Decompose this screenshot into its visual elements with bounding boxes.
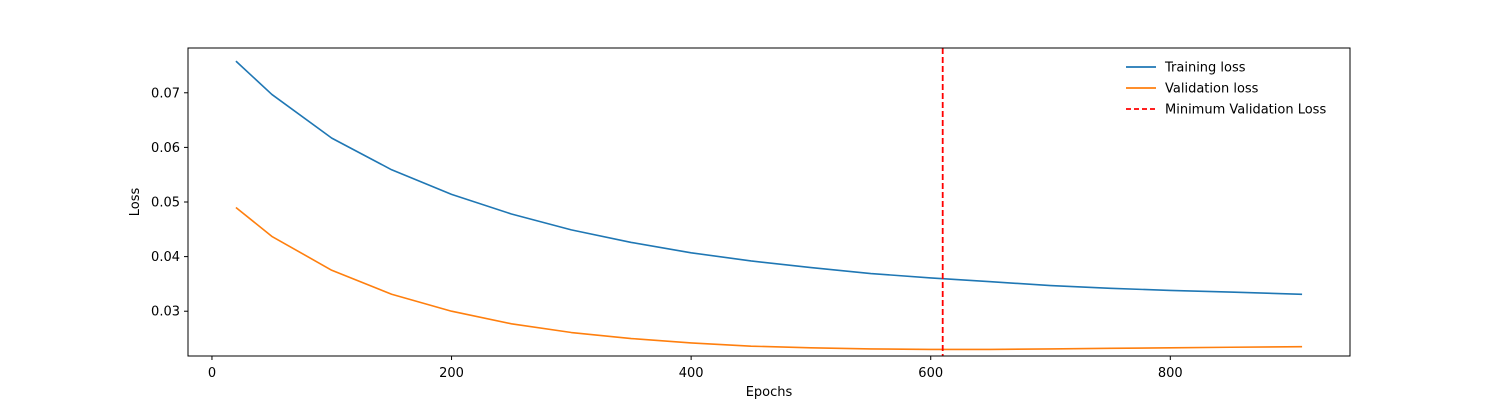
x-tick-label: 200 bbox=[439, 366, 464, 381]
x-tick-label: 400 bbox=[679, 366, 704, 381]
y-tick-label: 0.04 bbox=[151, 250, 180, 265]
legend-entry-label: Training loss bbox=[1164, 61, 1246, 76]
legend-entry-label: Validation loss bbox=[1165, 82, 1259, 97]
legend-entry-label: Minimum Validation Loss bbox=[1165, 103, 1326, 118]
y-axis-label: Loss bbox=[128, 188, 143, 217]
y-tick-label: 0.06 bbox=[151, 141, 180, 156]
x-tick-label: 600 bbox=[918, 366, 943, 381]
y-tick-label: 0.03 bbox=[151, 305, 180, 320]
x-axis-label: Epochs bbox=[746, 385, 793, 400]
x-tick-label: 0 bbox=[208, 366, 216, 381]
plot-area bbox=[235, 48, 1303, 356]
series-line-validation-loss bbox=[235, 206, 1303, 351]
axes: 0 200 400 600 800 0.03 0.04 0.05 0.06 0.07 Epochs L… bbox=[128, 47, 1351, 400]
x-tick-label: 800 bbox=[1158, 366, 1183, 381]
legend: Training loss Validation loss Minimum Vali… bbox=[1126, 61, 1326, 118]
y-tick-label: 0.05 bbox=[151, 196, 180, 211]
y-tick-label: 0.07 bbox=[151, 86, 180, 101]
series-line-training-loss bbox=[235, 60, 1303, 296]
